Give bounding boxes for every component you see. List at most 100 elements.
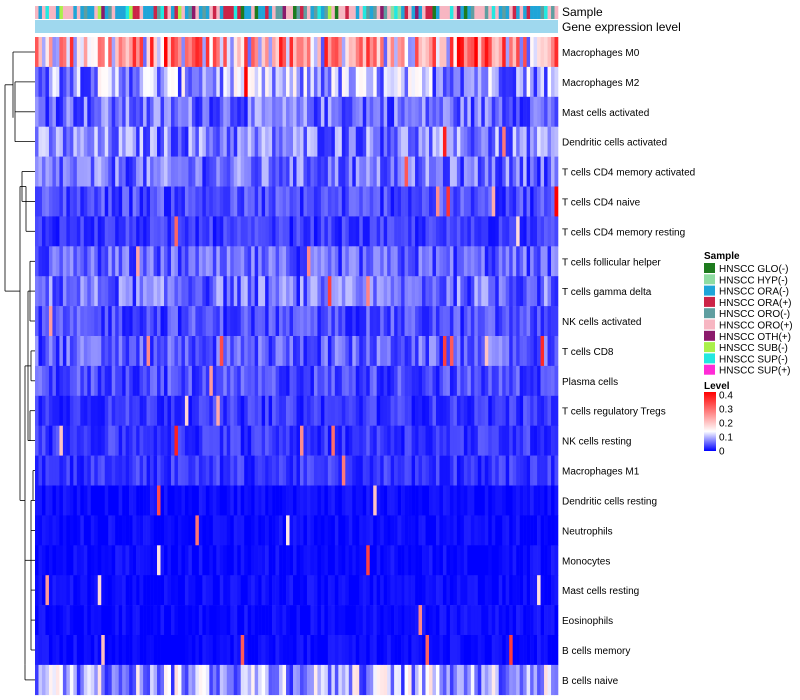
heatmap-cell	[125, 336, 130, 367]
heatmap-cell	[495, 395, 500, 426]
heatmap-cell	[41, 216, 46, 247]
heatmap-cell	[397, 425, 402, 456]
heatmap-cell	[341, 306, 346, 337]
heatmap-cell	[279, 246, 283, 277]
heatmap-cell	[481, 515, 486, 546]
heatmap-cell	[432, 545, 437, 576]
heatmap-cell	[446, 664, 451, 696]
heatmap-cell	[306, 515, 311, 546]
heatmap-cell	[338, 156, 343, 187]
heatmap-cell	[94, 96, 99, 127]
heatmap-cell	[177, 635, 182, 666]
heatmap-cell	[268, 156, 273, 187]
heatmap-cell	[547, 276, 552, 307]
heatmap-cell	[125, 246, 130, 277]
heatmap-cell	[387, 336, 391, 367]
heatmap-cell	[435, 96, 440, 127]
heatmap-cell	[488, 395, 493, 426]
heatmap-cell	[83, 156, 88, 187]
sample-annotation-cell	[45, 6, 50, 19]
row-label: T cells CD4 memory activated	[562, 168, 695, 179]
heatmap-cell	[247, 156, 252, 187]
heatmap-cell	[411, 635, 416, 666]
heatmap-cell	[254, 246, 259, 277]
heatmap-cell	[334, 455, 339, 486]
heatmap-cell	[261, 96, 266, 127]
heatmap-cell	[387, 216, 391, 247]
heatmap-cell	[554, 575, 559, 606]
heatmap-cell	[45, 216, 50, 247]
heatmap-cell	[146, 276, 151, 307]
heatmap-cell	[530, 455, 534, 486]
heatmap-cell	[69, 186, 74, 217]
heatmap-cell	[35, 515, 39, 546]
heatmap-cell	[296, 365, 301, 397]
heatmap-cell	[526, 336, 531, 367]
heatmap-cell	[258, 306, 262, 337]
heatmap-cell	[48, 336, 53, 367]
heatmap-cell	[293, 545, 297, 576]
heatmap-cell	[470, 455, 475, 486]
heatmap-cell	[279, 336, 283, 367]
sample-annotation-cell	[408, 6, 412, 19]
heatmap-cell	[383, 455, 388, 486]
heatmap-cell	[428, 66, 433, 98]
heatmap-cell	[453, 246, 458, 277]
heatmap-cell	[362, 276, 367, 307]
heatmap-cell	[73, 156, 78, 187]
heatmap-cell	[35, 545, 39, 576]
heatmap-cell	[463, 575, 468, 606]
heatmap-cell	[282, 306, 287, 337]
heatmap-cell	[195, 575, 200, 606]
heatmap-cell	[48, 186, 53, 217]
heatmap-cell	[418, 605, 423, 636]
heatmap-cell	[554, 515, 559, 546]
sample-annotation-cell	[132, 6, 137, 19]
heatmap-cell	[439, 276, 444, 307]
heatmap-cell	[435, 455, 440, 486]
heatmap-cell	[247, 66, 252, 98]
heatmap-cell	[352, 485, 357, 516]
heatmap-cell	[519, 455, 524, 486]
heatmap-cell	[247, 664, 252, 696]
heatmap-cell	[442, 186, 447, 217]
heatmap-cell	[418, 575, 423, 606]
heatmap-cell	[530, 485, 534, 516]
heatmap-cell	[202, 425, 207, 456]
sample-annotation-cell	[41, 6, 46, 19]
heatmap-cell	[519, 425, 524, 456]
heatmap-cell	[376, 306, 381, 337]
heatmap-cell	[237, 575, 242, 606]
heatmap-cell	[554, 664, 559, 696]
heatmap-cell	[286, 515, 290, 546]
heatmap-cell	[247, 336, 252, 367]
heatmap-cell	[209, 485, 214, 516]
heatmap-cell	[491, 455, 496, 486]
heatmap-cell	[237, 605, 242, 636]
heatmap-cell	[177, 96, 182, 127]
heatmap-cell	[352, 96, 357, 127]
heatmap-cell	[432, 425, 437, 456]
heatmap-cell	[411, 664, 416, 696]
heatmap-cell	[303, 306, 308, 337]
heatmap-cell	[516, 664, 520, 696]
heatmap-cell	[73, 365, 78, 397]
heatmap-cell	[289, 186, 294, 217]
heatmap-cell	[258, 455, 262, 486]
heatmap-cell	[404, 515, 409, 546]
heatmap-cell	[226, 336, 231, 367]
heatmap-cell	[327, 425, 332, 456]
heatmap-cell	[129, 276, 133, 307]
heatmap-cell	[460, 126, 465, 157]
heatmap-cell	[279, 664, 283, 696]
heatmap-cell	[373, 246, 377, 277]
heatmap-cell	[432, 515, 437, 546]
heatmap-cell	[390, 575, 395, 606]
heatmap-cell	[258, 246, 262, 277]
heatmap-cell	[83, 425, 88, 456]
heatmap-cell	[167, 156, 172, 187]
heatmap-cell	[387, 515, 391, 546]
heatmap-cell	[80, 126, 85, 157]
heatmap-cell	[376, 336, 381, 367]
sample-annotation-cell	[526, 6, 531, 19]
